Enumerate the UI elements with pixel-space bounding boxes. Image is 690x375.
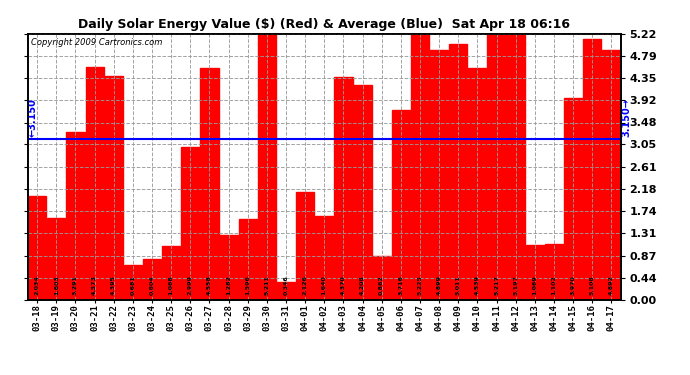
Text: 2.126: 2.126 [303,275,308,295]
Bar [143,259,161,300]
Bar [66,132,85,300]
Bar [506,35,525,300]
Bar [487,34,506,300]
Bar [526,246,544,300]
Text: 5.197: 5.197 [513,275,518,295]
Text: 1.068: 1.068 [168,275,174,295]
Text: 1.102: 1.102 [551,275,557,295]
Text: 4.899: 4.899 [437,275,442,295]
Bar [162,246,180,300]
Text: 0.862: 0.862 [380,275,384,295]
Bar [315,216,333,300]
Bar [564,98,582,300]
Bar [602,51,620,300]
Text: 0.804: 0.804 [150,275,155,295]
Text: 3.291: 3.291 [73,275,78,295]
Text: 1.282: 1.282 [226,275,231,295]
Bar [583,39,602,300]
Text: 5.011: 5.011 [456,275,461,295]
Text: 1.596: 1.596 [245,275,250,295]
Bar [430,50,448,300]
Text: 5.211: 5.211 [264,275,269,295]
Bar [47,218,66,300]
Bar [335,77,353,300]
Bar [469,69,486,300]
Bar [545,244,563,300]
Bar [411,33,429,300]
Text: 4.539: 4.539 [475,275,480,295]
Text: 3.716: 3.716 [398,275,404,295]
Text: 1.069: 1.069 [533,275,538,295]
Bar [181,147,199,300]
Text: 4.573: 4.573 [92,275,97,295]
Text: ←3.150: ←3.150 [28,98,37,137]
Bar [296,192,314,300]
Bar [353,86,372,300]
Text: 5.217: 5.217 [494,275,499,295]
Bar [28,196,46,300]
Text: 1.603: 1.603 [54,275,59,295]
Text: 3.970: 3.970 [571,275,575,295]
Text: 5.225: 5.225 [417,275,422,295]
Bar [105,76,123,300]
Text: 3.150→: 3.150→ [621,98,631,137]
Bar [219,235,237,300]
Title: Daily Solar Energy Value ($) (Red) & Average (Blue)  Sat Apr 18 06:16: Daily Solar Energy Value ($) (Red) & Ave… [78,18,571,31]
Text: 4.558: 4.558 [207,275,212,295]
Text: 4.370: 4.370 [341,275,346,295]
Text: 2.999: 2.999 [188,275,193,295]
Bar [239,219,257,300]
Bar [392,111,410,300]
Bar [258,34,276,300]
Bar [373,256,391,300]
Bar [124,265,142,300]
Bar [277,282,295,300]
Text: 0.681: 0.681 [130,275,135,295]
Text: 4.395: 4.395 [111,275,116,295]
Bar [449,44,467,300]
Text: 4.208: 4.208 [360,275,365,295]
Text: Copyright 2009 Cartronics.com: Copyright 2009 Cartronics.com [30,38,162,47]
Bar [200,68,219,300]
Text: 2.034: 2.034 [34,275,39,295]
Text: 5.108: 5.108 [590,275,595,295]
Text: 4.892: 4.892 [609,275,614,295]
Text: 0.346: 0.346 [284,275,288,295]
Bar [86,67,104,300]
Text: 1.640: 1.640 [322,275,327,295]
